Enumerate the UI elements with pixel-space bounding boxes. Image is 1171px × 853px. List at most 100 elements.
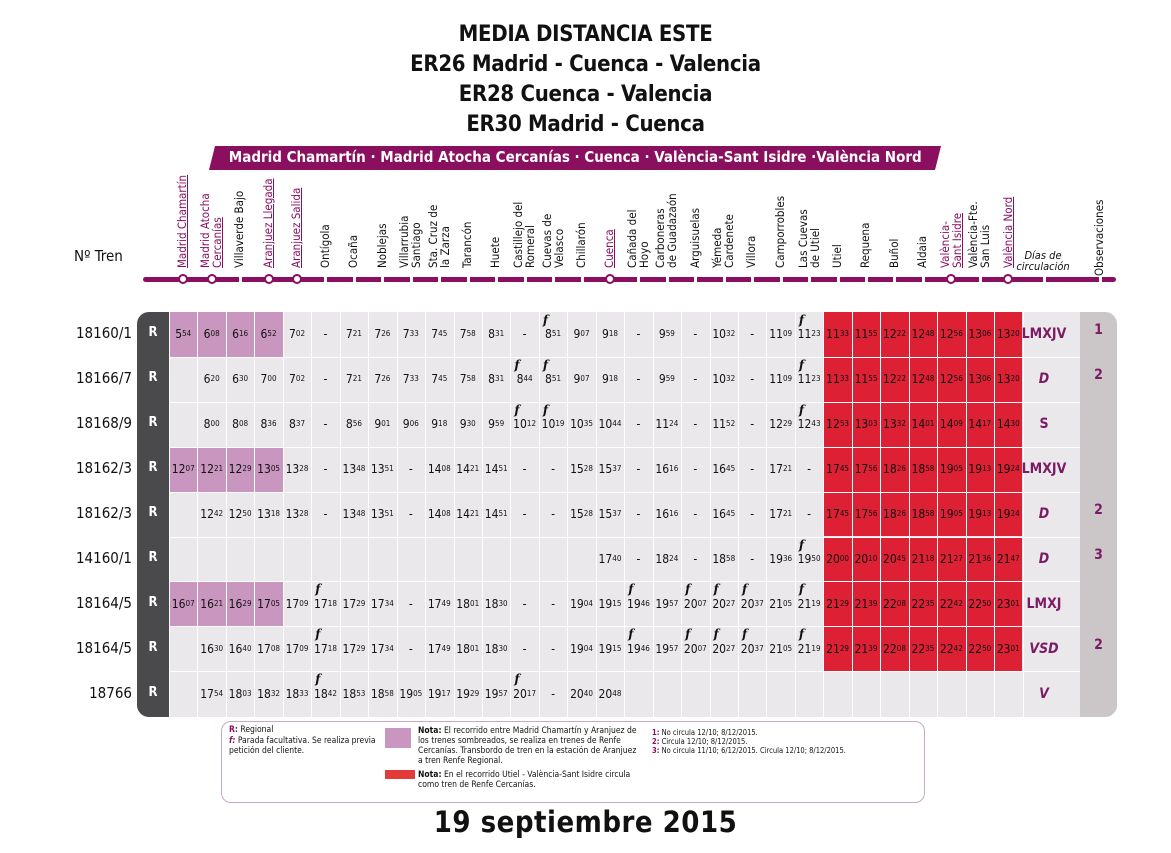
main-stop-marker bbox=[206, 274, 217, 284]
station-name-line: Aranjuez Llegada bbox=[260, 178, 275, 268]
cercanias-cell bbox=[254, 581, 283, 627]
train-number: 14160/1 bbox=[75, 548, 132, 567]
departure-time: 23 01 bbox=[996, 641, 1020, 656]
cercanias-utiel-cell bbox=[994, 356, 1023, 402]
departure-time: 22 50 bbox=[968, 596, 992, 611]
departure-time: 10 19 bbox=[541, 417, 565, 432]
departure-time: - bbox=[693, 462, 698, 477]
station-name-line: Sant Isidre bbox=[949, 212, 964, 268]
column-divider bbox=[709, 312, 711, 717]
cercanias-utiel-cell bbox=[823, 491, 852, 537]
station-name: Utiel bbox=[830, 244, 844, 268]
main-stop-marker bbox=[1003, 274, 1014, 284]
main-stop-marker bbox=[604, 274, 615, 284]
route-banner-text: Madrid Chamartín · Madrid Atocha Cercaní… bbox=[228, 148, 922, 166]
departure-time: 8 31 bbox=[488, 327, 505, 342]
cercanias-utiel-cell bbox=[880, 626, 909, 672]
departure-time: 22 42 bbox=[939, 596, 963, 611]
cercanias-utiel-cell bbox=[937, 401, 966, 447]
station-name: València- Sant Isidre bbox=[938, 212, 964, 268]
departure-time: 12 21 bbox=[200, 462, 224, 477]
departure-time: - bbox=[807, 462, 812, 477]
departure-time: - bbox=[693, 327, 698, 342]
departure-time: 20 48 bbox=[598, 686, 622, 701]
station-name-line: Hoyo bbox=[636, 241, 651, 268]
observations-header: Observaciones bbox=[1092, 199, 1106, 276]
departure-time: - bbox=[750, 417, 755, 432]
optional-stop-mark: f bbox=[713, 627, 719, 642]
station-name: Villaverde Bajo bbox=[232, 191, 246, 268]
departure-time: 9 07 bbox=[573, 327, 590, 342]
column-divider bbox=[510, 312, 512, 717]
departure-time: 19 04 bbox=[570, 596, 593, 611]
optional-stop-mark: f bbox=[742, 627, 748, 642]
station-name-line: Camporrobles bbox=[772, 195, 787, 268]
days-of-operation: LMXJV bbox=[1021, 326, 1067, 343]
cercanias-utiel-cell bbox=[880, 356, 909, 402]
departure-time: 16 07 bbox=[171, 596, 195, 611]
legend-box: R: Regional f: Parada facultativa. Se re… bbox=[221, 721, 925, 803]
station-name: Aranjuez Salida bbox=[289, 188, 303, 268]
cercanias-utiel-cell bbox=[937, 491, 966, 537]
optional-stop-mark: f bbox=[713, 582, 719, 597]
station-name-line: Cuenca bbox=[602, 229, 617, 268]
train-number: 18162/3 bbox=[75, 459, 132, 478]
train-type: R bbox=[148, 684, 158, 700]
observation-note: 2 bbox=[1094, 367, 1103, 384]
station-name-line: de Guadazaón bbox=[664, 193, 679, 268]
departure-time: - bbox=[551, 641, 556, 656]
optional-stop-mark: f bbox=[685, 627, 691, 642]
station-name: Cuevas de Velasco bbox=[540, 214, 566, 268]
departure-time: 17 56 bbox=[854, 462, 878, 477]
departure-time: 8 56 bbox=[345, 417, 362, 432]
optional-stop-mark: f bbox=[542, 313, 549, 327]
station-name-line: Noblejas bbox=[374, 223, 389, 268]
stop-marker bbox=[324, 277, 328, 282]
train-type: R bbox=[148, 549, 158, 565]
departure-time: 22 35 bbox=[911, 596, 935, 611]
departure-time: 11 24 bbox=[655, 417, 679, 432]
station-name-line: Aldaia bbox=[915, 235, 930, 268]
station-name-line: de Utiel bbox=[807, 228, 822, 268]
departure-time: - bbox=[750, 551, 755, 566]
optional-stop-mark: f bbox=[514, 357, 520, 372]
departure-time: 15 37 bbox=[598, 507, 622, 522]
stop-marker bbox=[552, 277, 556, 282]
station-name: Arguisuelas bbox=[688, 208, 702, 268]
legend-optional-stop: f: Parada facultativa. Se realiza previa… bbox=[229, 736, 376, 756]
column-divider bbox=[453, 312, 455, 717]
departure-time: 21 39 bbox=[854, 641, 878, 656]
cercanias-utiel-cell bbox=[823, 581, 852, 627]
column-divider bbox=[738, 312, 739, 717]
departure-time: - bbox=[522, 327, 527, 342]
optional-stop-mark: f bbox=[685, 582, 691, 597]
departure-time: 23 01 bbox=[996, 596, 1020, 611]
departure-time: 17 34 bbox=[370, 596, 394, 611]
departure-time: 7 26 bbox=[374, 327, 391, 342]
departure-time: - bbox=[522, 596, 527, 611]
days-header: Días de circulación bbox=[1016, 249, 1070, 273]
title-line-4: ER30 Madrid - Cuenca bbox=[466, 112, 705, 137]
main-stop-marker bbox=[292, 274, 303, 284]
departure-time: 16 45 bbox=[712, 462, 736, 477]
column-divider bbox=[937, 312, 939, 717]
cercanias-utiel-cell bbox=[994, 312, 1023, 357]
departure-time: 8 44 bbox=[516, 372, 533, 387]
train-number: 18168/9 bbox=[75, 414, 132, 433]
departure-time: 16 16 bbox=[655, 462, 679, 477]
departure-time: - bbox=[408, 462, 413, 477]
departure-time: 6 16 bbox=[232, 327, 249, 342]
stop-marker bbox=[865, 277, 869, 282]
departure-time: 8 51 bbox=[545, 372, 562, 387]
departure-time: 20 07 bbox=[683, 641, 707, 656]
departure-time: 5 54 bbox=[175, 327, 192, 342]
cercanias-utiel-cell bbox=[851, 446, 881, 492]
departure-time: 19 15 bbox=[598, 641, 622, 656]
departure-time: 20 27 bbox=[712, 596, 736, 611]
departure-time: 19 46 bbox=[626, 641, 650, 656]
departure-time: 19 15 bbox=[598, 596, 622, 611]
departure-time: - bbox=[323, 327, 328, 342]
departure-time: 20 27 bbox=[712, 641, 736, 656]
departure-time: 17 18 bbox=[314, 641, 337, 656]
cercanias-cell bbox=[197, 581, 226, 627]
